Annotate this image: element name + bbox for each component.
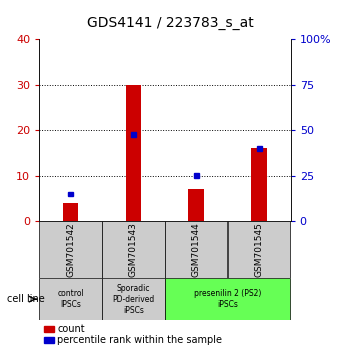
FancyBboxPatch shape	[165, 221, 227, 278]
Text: presenilin 2 (PS2)
iPSCs: presenilin 2 (PS2) iPSCs	[194, 289, 261, 309]
Text: count: count	[57, 324, 85, 333]
Text: percentile rank within the sample: percentile rank within the sample	[57, 335, 222, 345]
Text: GSM701542: GSM701542	[66, 222, 75, 277]
Text: GSM701544: GSM701544	[192, 222, 201, 277]
Bar	[131, 132, 136, 137]
Bar	[188, 189, 204, 221]
FancyBboxPatch shape	[102, 278, 165, 320]
Bar	[251, 148, 267, 221]
FancyBboxPatch shape	[39, 278, 102, 320]
FancyBboxPatch shape	[102, 221, 165, 278]
Text: control
IPSCs: control IPSCs	[57, 289, 84, 309]
Bar	[257, 146, 262, 150]
Text: Sporadic
PD-derived
iPSCs: Sporadic PD-derived iPSCs	[112, 284, 155, 315]
Bar	[194, 173, 199, 178]
FancyBboxPatch shape	[165, 278, 290, 320]
FancyBboxPatch shape	[228, 221, 290, 278]
Bar	[68, 192, 73, 196]
Bar	[125, 85, 141, 221]
Text: cell line: cell line	[7, 294, 45, 304]
Text: GSM701543: GSM701543	[129, 222, 138, 277]
Text: GSM701545: GSM701545	[255, 222, 264, 277]
FancyBboxPatch shape	[39, 221, 102, 278]
Text: GDS4141 / 223783_s_at: GDS4141 / 223783_s_at	[87, 16, 253, 30]
Bar	[63, 203, 79, 221]
